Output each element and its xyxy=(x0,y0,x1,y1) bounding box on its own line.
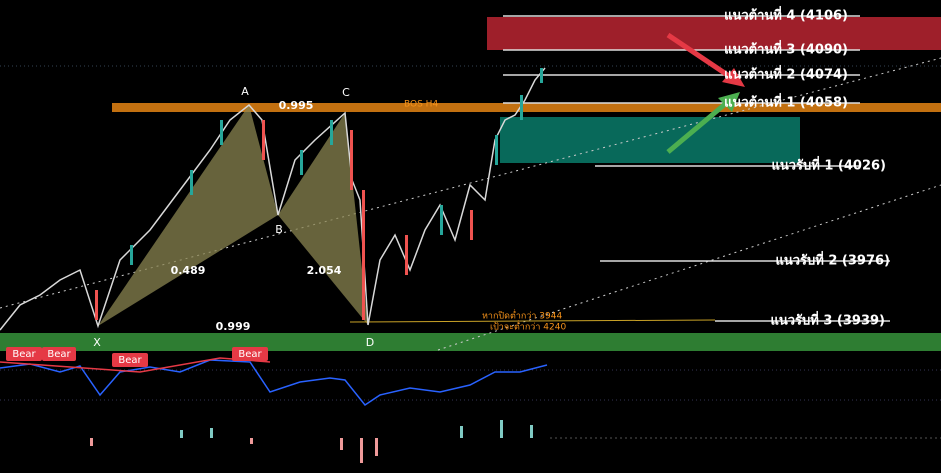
demand-zone xyxy=(500,117,800,163)
note: เป้าจะต่ำกว่า 4240 xyxy=(490,320,566,333)
green-arrow xyxy=(666,98,732,154)
level-label: แนวรับที่ 1 (4026) xyxy=(771,156,886,174)
red-arrow-head xyxy=(722,68,745,87)
level-label: แนวต้านที่ 3 (4090) xyxy=(724,40,848,58)
ratio: 0.489 xyxy=(171,264,206,277)
level-label: แนวต้านที่ 4 (4106) xyxy=(724,6,848,24)
pattern-bcd xyxy=(278,113,368,325)
badge: Bear xyxy=(238,349,262,360)
ratio: 0.999 xyxy=(216,320,251,333)
level-label: แนวรับที่ 3 (3939) xyxy=(770,311,885,329)
price-path xyxy=(0,67,546,331)
resistance-zone xyxy=(487,17,941,50)
pattern-point: A xyxy=(241,85,249,98)
candles-down xyxy=(95,120,473,320)
level-label: แนวต้านที่ 2 (4074) xyxy=(724,65,848,83)
bos-label: BOS H4 xyxy=(404,100,438,110)
bos-band xyxy=(112,103,941,112)
badge: Bear xyxy=(118,355,142,366)
level-label: แนวต้านที่ 1 (4058) xyxy=(724,93,848,111)
support-band xyxy=(0,333,941,351)
trend-line xyxy=(437,184,941,351)
oscillator xyxy=(0,359,548,407)
green-arrow-head xyxy=(718,92,740,112)
note: หากปิดต่ำกว่า 3944 xyxy=(482,309,562,322)
pattern-point: X xyxy=(93,336,101,349)
red-arrow xyxy=(666,32,740,85)
badge: Bear xyxy=(12,349,36,360)
pattern-point: D xyxy=(366,336,374,349)
candles-up xyxy=(130,68,543,265)
ratio: 0.995 xyxy=(279,99,314,112)
target-line xyxy=(349,319,716,323)
pattern-xab xyxy=(98,105,278,326)
badge: Bear xyxy=(47,349,71,360)
level-lines xyxy=(503,15,890,322)
ratio: 2.054 xyxy=(307,264,342,277)
pattern-point: C xyxy=(342,86,350,99)
badges xyxy=(6,347,268,367)
pattern-point: B xyxy=(275,223,283,236)
histogram xyxy=(0,420,941,463)
level-label: แนวรับที่ 2 (3976) xyxy=(775,251,890,269)
